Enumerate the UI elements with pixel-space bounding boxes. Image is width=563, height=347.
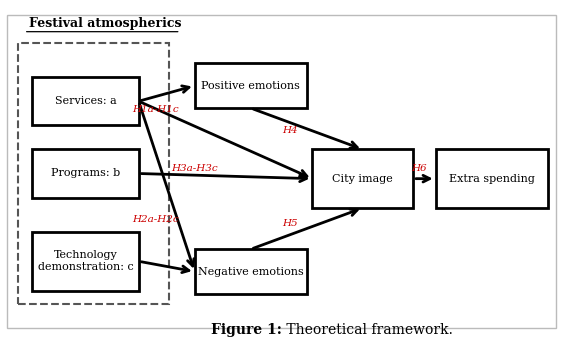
Text: Negative emotions: Negative emotions (198, 266, 303, 277)
Text: Theoretical framework.: Theoretical framework. (282, 323, 453, 337)
FancyBboxPatch shape (312, 150, 413, 208)
Text: H1a-H1c: H1a-H1c (132, 105, 179, 114)
FancyBboxPatch shape (195, 64, 307, 108)
FancyBboxPatch shape (32, 150, 138, 197)
Text: Figure 1:: Figure 1: (211, 323, 282, 337)
Text: H3a-H3c: H3a-H3c (171, 164, 218, 173)
Text: H5: H5 (282, 219, 298, 228)
Text: H4: H4 (282, 126, 298, 135)
Text: Festival atmospherics: Festival atmospherics (29, 17, 182, 30)
Text: H2a-H2c: H2a-H2c (132, 215, 179, 225)
Text: Extra spending: Extra spending (449, 174, 534, 184)
Text: Positive emotions: Positive emotions (201, 81, 300, 91)
Text: City image: City image (332, 174, 393, 184)
Text: Services: a: Services: a (55, 96, 117, 106)
FancyBboxPatch shape (436, 150, 548, 208)
Text: Programs: b: Programs: b (51, 169, 120, 178)
Text: Technology
demonstration: c: Technology demonstration: c (38, 251, 133, 272)
FancyBboxPatch shape (195, 249, 307, 294)
Text: H6: H6 (411, 164, 427, 173)
FancyBboxPatch shape (32, 77, 138, 125)
FancyBboxPatch shape (7, 15, 556, 328)
FancyBboxPatch shape (32, 232, 138, 290)
